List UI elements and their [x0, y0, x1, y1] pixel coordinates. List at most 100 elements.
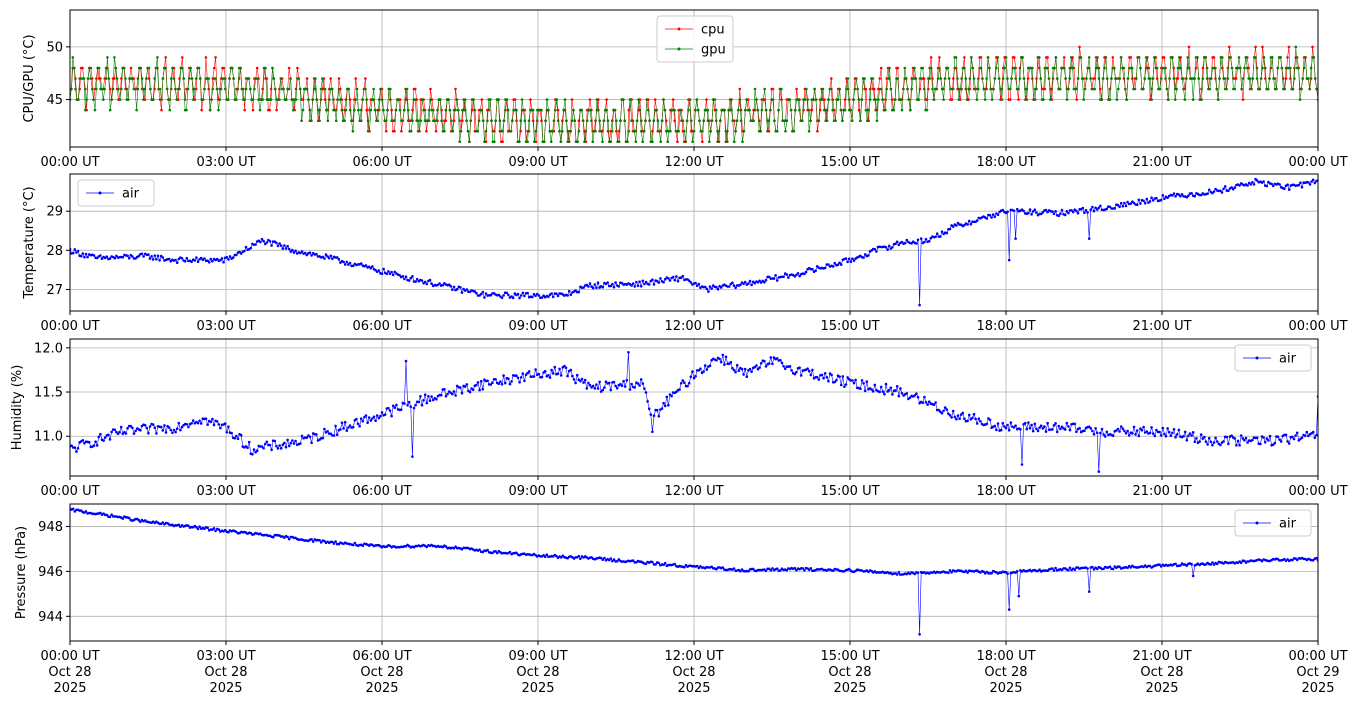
air-point	[948, 569, 952, 572]
air-point	[193, 259, 197, 262]
air-point	[1271, 184, 1275, 188]
air-point	[158, 259, 161, 262]
air-point	[651, 430, 654, 434]
air-point	[934, 401, 937, 404]
gpu-point	[353, 108, 356, 112]
air-point	[852, 381, 856, 385]
gpu-point	[655, 108, 658, 112]
air-point	[516, 376, 520, 380]
air-point	[159, 425, 163, 429]
air-point	[844, 383, 848, 386]
air-point	[1212, 441, 1216, 444]
gpu-point	[1300, 87, 1303, 91]
gpu-point	[203, 87, 206, 91]
air-point	[1022, 209, 1025, 213]
gpu-point	[448, 108, 452, 112]
air-point	[966, 571, 969, 574]
legend-box	[656, 15, 734, 63]
air-point	[1054, 210, 1057, 213]
gpu-point	[1209, 77, 1213, 80]
air-point	[1095, 208, 1099, 211]
air-point	[732, 368, 736, 372]
air-point	[854, 378, 857, 382]
gpu-point	[1309, 66, 1313, 70]
gpu-point	[708, 140, 711, 143]
air-point	[497, 382, 501, 386]
gpu-point	[545, 98, 549, 101]
gpu-point	[89, 77, 93, 80]
air-point	[99, 432, 102, 436]
y-tick-label: 45	[46, 93, 63, 108]
legend-box	[1234, 344, 1312, 372]
gpu-point	[404, 98, 407, 101]
gpu-point	[965, 98, 969, 101]
gpu-point	[1270, 56, 1274, 59]
gpu-point	[1229, 56, 1232, 59]
gpu-point	[1276, 66, 1280, 70]
air-point	[763, 281, 766, 284]
cpu-point	[425, 129, 428, 133]
air-point	[847, 567, 851, 571]
gpu-point	[735, 119, 739, 122]
air-point	[715, 359, 718, 362]
legend-box	[1234, 509, 1312, 537]
air-point	[644, 562, 648, 566]
gpu-point	[619, 119, 622, 122]
air-point	[990, 216, 993, 219]
air-point	[870, 388, 873, 391]
gpu-point	[1133, 87, 1137, 91]
air-point	[1052, 212, 1056, 216]
gpu-point	[443, 129, 446, 133]
gpu-point	[1105, 77, 1109, 80]
air-point	[1083, 429, 1086, 433]
legend-box	[77, 179, 155, 207]
air-point	[246, 446, 249, 450]
gpu-point	[845, 87, 848, 91]
air-point	[1174, 435, 1177, 439]
air-point	[345, 429, 349, 432]
air-point	[270, 448, 273, 452]
gpu-point	[1062, 66, 1066, 70]
cpu-point	[390, 108, 394, 112]
gpu-point	[673, 108, 676, 112]
gpu-point	[418, 129, 421, 133]
air-point	[838, 375, 841, 379]
air-point	[1068, 428, 1072, 432]
air-point	[964, 569, 968, 573]
gpu-point	[982, 87, 986, 91]
gpu-point	[831, 108, 834, 112]
air-point	[977, 417, 981, 421]
air-point	[142, 255, 145, 258]
air-point	[268, 240, 272, 243]
gpu-point	[380, 98, 384, 101]
gpu-point	[967, 87, 970, 91]
y-axis-label: CPU/GPU (°C)	[22, 34, 37, 122]
air-point	[294, 439, 297, 443]
gpu-point	[1082, 98, 1085, 101]
air-point	[694, 281, 697, 285]
gpu-point	[1307, 77, 1310, 80]
air-point	[284, 247, 288, 250]
series-air	[70, 507, 1318, 636]
air-point	[366, 421, 369, 425]
gpu-point	[928, 77, 931, 80]
gpu-point	[889, 87, 893, 91]
gpu-point	[1110, 77, 1113, 80]
air-point	[543, 369, 547, 373]
cpu-point	[929, 56, 933, 59]
air-point	[446, 392, 449, 396]
air-point	[478, 548, 481, 551]
air-point	[676, 279, 680, 283]
legend-label-air: air	[1279, 352, 1297, 367]
gpu-point	[1067, 87, 1070, 91]
air-point	[764, 278, 768, 282]
cpu-point	[1287, 45, 1291, 49]
air-point	[1313, 181, 1317, 185]
gpu-point	[936, 77, 940, 80]
air-point	[254, 243, 257, 246]
air-point	[663, 277, 667, 281]
air-point	[548, 376, 552, 379]
air-point	[612, 286, 616, 289]
gpu-point	[153, 77, 156, 80]
air-point	[787, 276, 790, 279]
